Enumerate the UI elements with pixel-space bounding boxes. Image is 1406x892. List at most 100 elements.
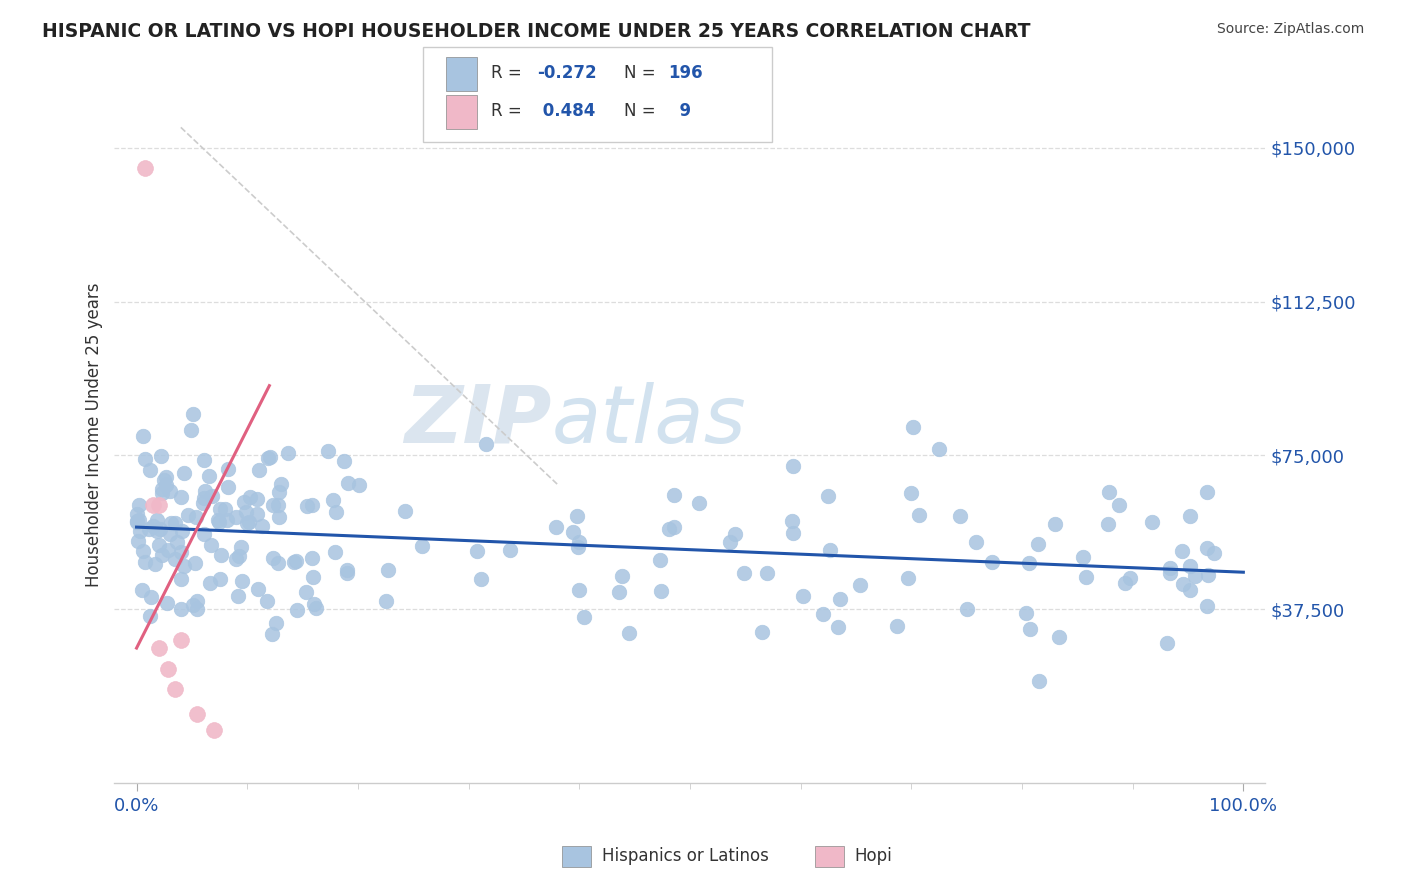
Point bbox=[325, 505, 347, 519]
Point bbox=[186, 706, 208, 721]
Point bbox=[225, 510, 247, 524]
Point bbox=[159, 526, 181, 541]
Point bbox=[246, 507, 269, 521]
Point bbox=[1202, 546, 1225, 560]
Text: N =: N = bbox=[624, 64, 661, 82]
Point bbox=[193, 526, 215, 541]
Text: HISPANIC OR LATINO VS HOPI HOUSEHOLDER INCOME UNDER 25 YEARS CORRELATION CHART: HISPANIC OR LATINO VS HOPI HOUSEHOLDER I… bbox=[42, 22, 1031, 41]
Point bbox=[285, 554, 308, 568]
Point bbox=[170, 490, 193, 504]
Point bbox=[139, 463, 162, 477]
Point bbox=[544, 520, 567, 534]
Point bbox=[128, 499, 150, 513]
Text: 9: 9 bbox=[668, 103, 690, 120]
Point bbox=[148, 641, 170, 656]
Text: R =: R = bbox=[491, 64, 527, 82]
Point bbox=[374, 594, 396, 608]
Point bbox=[1074, 570, 1097, 584]
Point bbox=[200, 538, 222, 552]
Point bbox=[159, 516, 181, 530]
Point bbox=[269, 484, 291, 499]
Point bbox=[928, 442, 950, 456]
Point bbox=[131, 582, 153, 597]
Point bbox=[207, 512, 229, 526]
Point bbox=[173, 466, 195, 480]
Point bbox=[208, 515, 231, 529]
Point bbox=[156, 662, 179, 676]
Point bbox=[897, 571, 920, 585]
Point bbox=[211, 548, 233, 562]
Text: ZIP: ZIP bbox=[405, 382, 551, 460]
Point bbox=[607, 584, 630, 599]
Point bbox=[262, 550, 284, 565]
Point bbox=[270, 477, 292, 491]
Point bbox=[148, 538, 170, 552]
Point bbox=[228, 549, 250, 563]
Point bbox=[186, 509, 208, 524]
Point bbox=[333, 453, 356, 467]
Point bbox=[186, 601, 208, 615]
Point bbox=[132, 543, 155, 558]
Point bbox=[165, 516, 187, 531]
Point bbox=[1159, 560, 1181, 574]
Point bbox=[283, 555, 305, 569]
Point bbox=[336, 563, 359, 577]
Point bbox=[180, 423, 202, 437]
Point bbox=[1047, 630, 1070, 644]
Point bbox=[965, 534, 987, 549]
Point bbox=[664, 520, 686, 534]
Text: 196: 196 bbox=[668, 64, 703, 82]
Point bbox=[1184, 569, 1206, 583]
Point bbox=[792, 589, 814, 603]
Point bbox=[198, 468, 221, 483]
Y-axis label: Householder Income Under 25 years: Householder Income Under 25 years bbox=[86, 283, 103, 587]
Point bbox=[217, 512, 239, 526]
Point bbox=[148, 498, 170, 512]
Point bbox=[150, 486, 173, 500]
Point bbox=[1118, 571, 1140, 585]
Text: Hopi: Hopi bbox=[855, 847, 893, 865]
Point bbox=[259, 450, 281, 465]
Point bbox=[956, 602, 979, 616]
Point bbox=[782, 514, 804, 528]
Point bbox=[908, 508, 931, 523]
Point bbox=[132, 429, 155, 443]
Text: R =: R = bbox=[491, 103, 527, 120]
Point bbox=[236, 516, 259, 530]
Point bbox=[1180, 509, 1202, 524]
Point bbox=[1028, 673, 1050, 688]
Point bbox=[247, 463, 270, 477]
Point bbox=[156, 596, 179, 610]
Point bbox=[277, 446, 299, 460]
Point bbox=[567, 540, 589, 554]
Point bbox=[194, 483, 217, 498]
Point bbox=[146, 524, 169, 538]
Point bbox=[262, 498, 284, 512]
Point bbox=[139, 608, 162, 623]
Point bbox=[260, 626, 283, 640]
Point bbox=[1097, 517, 1119, 532]
Point bbox=[302, 570, 325, 584]
Point bbox=[250, 519, 273, 533]
Point bbox=[980, 555, 1002, 569]
Point bbox=[134, 451, 156, 466]
Point bbox=[349, 477, 371, 491]
Point bbox=[181, 408, 204, 422]
Point bbox=[1197, 567, 1219, 582]
Point bbox=[751, 624, 773, 639]
Point bbox=[138, 522, 160, 536]
Point bbox=[134, 555, 156, 569]
Point bbox=[1180, 559, 1202, 574]
Point bbox=[267, 557, 290, 571]
Point bbox=[145, 557, 167, 571]
Point bbox=[903, 419, 925, 434]
Point bbox=[568, 582, 591, 597]
Point bbox=[1159, 566, 1181, 580]
Point bbox=[818, 542, 841, 557]
Point bbox=[233, 494, 256, 508]
Point bbox=[1018, 556, 1040, 570]
Point bbox=[1197, 599, 1219, 613]
Point bbox=[257, 450, 280, 465]
Point bbox=[170, 602, 193, 616]
Point bbox=[228, 590, 250, 604]
